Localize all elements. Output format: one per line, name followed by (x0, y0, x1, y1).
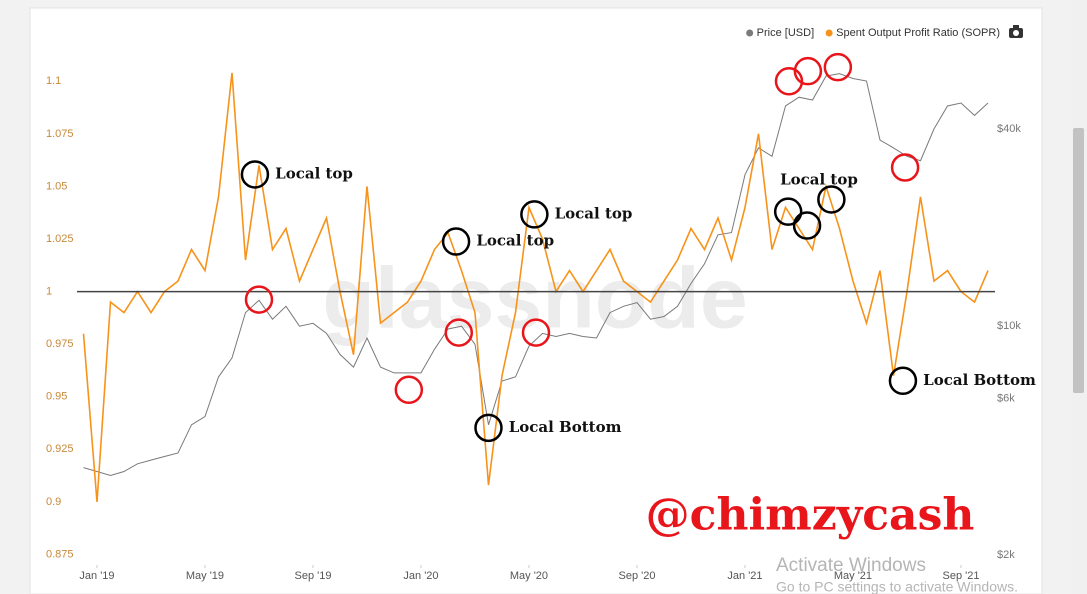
highlight-circle (441, 227, 471, 256)
chart-panel (29, 7, 1043, 594)
legend-label: Spent Output Profit Ratio (SOPR) (836, 27, 1000, 39)
y-tick-label: 0.875 (46, 548, 74, 560)
x-tick-label: May '21 (834, 570, 872, 582)
highlight-circle (521, 318, 551, 347)
y-tick-label: 1.075 (46, 128, 74, 140)
y2-tick-label: $40k (997, 123, 1021, 135)
x-tick-label: Sep '20 (618, 570, 655, 582)
annotation-label: Local top (476, 232, 554, 250)
x-tick-label: Jan '21 (727, 570, 762, 582)
highlight-circle (817, 185, 846, 214)
y-tick-label: 0.925 (46, 443, 74, 455)
y2-tick-label: $6k (997, 393, 1015, 405)
series-line (83, 73, 989, 477)
highlight-circle (444, 318, 474, 347)
activation-subtitle: Go to PC settings to activate Windows. (776, 579, 1018, 594)
x-tick-label: Sep '19 (294, 570, 331, 582)
highlight-circle (890, 153, 920, 182)
legend: Spent Output Profit Ratio (SOPR) Price [U… (746, 27, 1000, 39)
brand-watermark: glassnode (322, 251, 747, 347)
y-tick-label: 1.05 (46, 180, 67, 192)
series-line (82, 72, 989, 502)
x-tick-label: May '20 (510, 570, 548, 582)
x-tick-label: Jan '19 (79, 570, 114, 582)
annotation-label: Local Bottom (923, 371, 1036, 389)
highlight-circle (792, 211, 822, 240)
legend-swatch (825, 29, 833, 37)
highlight-circle (823, 52, 853, 82)
plot-area: 0.875 0.9 0.925 0.95 0.975 1 1.025 1.05 1.075 1.1… (46, 52, 1036, 582)
scrollbar-thumb[interactable] (1073, 128, 1084, 393)
y-tick-label: 0.975 (46, 338, 74, 350)
y2-tick-label: $2k (997, 549, 1015, 561)
y-tick-label: 0.9 (46, 496, 61, 508)
highlight-circle (244, 285, 274, 314)
highlight-circle (774, 67, 804, 96)
annotation-label: Local top (275, 164, 353, 182)
camera-icon[interactable] (1009, 25, 1023, 38)
y-tick-label: 1.1 (46, 75, 61, 87)
highlight-circle (793, 56, 823, 86)
y-tick-label: 0.95 (46, 391, 67, 403)
y2-tick-label: $10k (997, 320, 1021, 332)
annotation-label: Local Bottom (509, 418, 622, 436)
y-tick-label: 1.025 (46, 233, 74, 245)
highlight-circle (773, 197, 803, 226)
activation-title: Activate Windows (776, 555, 926, 576)
handle-watermark: @chimzycash (646, 490, 975, 541)
highlight-circle (474, 413, 503, 443)
x-tick-label: Sep '21 (942, 570, 979, 582)
legend-label: Price [USD] (757, 27, 814, 39)
y-tick-label: 1 (46, 285, 52, 297)
annotation-label: Local top (555, 204, 633, 222)
highlight-circle (394, 375, 424, 405)
annotation-label: Local top (780, 170, 858, 188)
highlight-circle (240, 160, 270, 189)
x-tick-label: Jan '20 (403, 570, 438, 582)
highlight-circle (520, 200, 549, 229)
x-tick-label: May '19 (186, 570, 224, 582)
legend-swatch (746, 29, 754, 37)
highlight-circle (888, 366, 918, 396)
